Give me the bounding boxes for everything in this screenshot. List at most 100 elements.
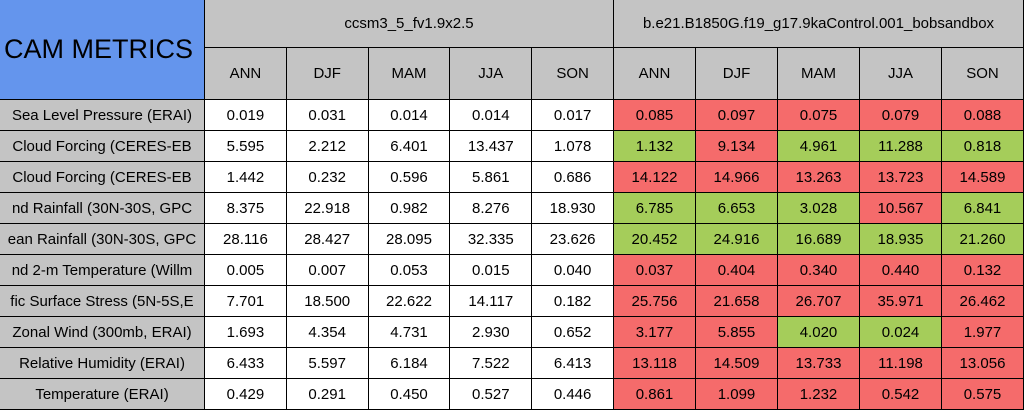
cell-text: 1.099 bbox=[717, 385, 756, 403]
metric-value: 5.595 bbox=[205, 131, 287, 162]
compare-value: 21.658 bbox=[696, 286, 778, 317]
compare-value: 5.855 bbox=[696, 317, 778, 348]
metric-value: 5.597 bbox=[286, 348, 369, 379]
row-label: nd 2-m Temperature (Willm bbox=[0, 255, 205, 286]
cell-text: 1.232 bbox=[799, 385, 838, 403]
metric-value: 18.500 bbox=[286, 286, 369, 317]
metric-value: 7.701 bbox=[205, 286, 287, 317]
compare-value: 18.935 bbox=[860, 224, 942, 255]
cell-text: 22.918 bbox=[304, 199, 351, 217]
cell-text: 9.134 bbox=[717, 137, 756, 155]
cell-text: 0.014 bbox=[472, 106, 510, 124]
metric-value: 7.522 bbox=[450, 348, 533, 379]
metric-value: 0.182 bbox=[532, 286, 614, 317]
cell-text: 0.440 bbox=[881, 261, 920, 279]
cell-text: 4.961 bbox=[799, 137, 838, 155]
compare-value: 4.020 bbox=[778, 317, 860, 348]
group-header: ccsm3_5_fv1.9x2.5 bbox=[205, 0, 614, 48]
cell-text: 0.575 bbox=[963, 385, 1002, 403]
cell-text: 10.567 bbox=[877, 199, 924, 217]
row-label: Sea Level Pressure (ERAI) bbox=[0, 100, 205, 131]
compare-value: 14.122 bbox=[614, 162, 696, 193]
cell-text: 0.053 bbox=[390, 261, 428, 279]
compare-value: 0.024 bbox=[860, 317, 942, 348]
metric-value: 6.433 bbox=[205, 348, 287, 379]
cell-text: b.e21.B1850G.f19_g17.9kaControl.001_bobs… bbox=[642, 15, 995, 32]
metric-value: 0.652 bbox=[532, 317, 614, 348]
compare-value: 14.966 bbox=[696, 162, 778, 193]
cell-text: 13.118 bbox=[632, 354, 677, 372]
metric-value: 1.693 bbox=[205, 317, 287, 348]
metric-value: 22.918 bbox=[286, 193, 369, 224]
compare-value: 0.542 bbox=[860, 379, 942, 410]
compare-value: 6.785 bbox=[614, 193, 696, 224]
metric-value: 0.017 bbox=[532, 100, 614, 131]
metric-value: 22.622 bbox=[368, 286, 451, 317]
metric-value: 0.053 bbox=[368, 255, 451, 286]
cell-text: 35.971 bbox=[877, 292, 924, 310]
cell-text: 5.597 bbox=[308, 354, 346, 372]
cell-text: Cloud Forcing (CERES-EB bbox=[12, 137, 192, 155]
cell-text: 0.527 bbox=[472, 385, 510, 403]
compare-value: 11.198 bbox=[860, 348, 942, 379]
row-label: Cloud Forcing (CERES-EB bbox=[0, 131, 205, 162]
cell-text: 6.413 bbox=[553, 354, 592, 372]
cell-text: CAM METRICS bbox=[4, 34, 193, 64]
cell-text: 0.088 bbox=[963, 106, 1002, 124]
cell-text: 25.756 bbox=[631, 292, 678, 310]
cell-text: 13.437 bbox=[467, 137, 514, 155]
metric-value: 0.015 bbox=[450, 255, 533, 286]
cell-text: 0.037 bbox=[635, 261, 674, 279]
cell-text: 0.024 bbox=[881, 323, 920, 341]
compare-value: 0.037 bbox=[614, 255, 696, 286]
cell-text: 0.542 bbox=[881, 385, 920, 403]
compare-value: 0.440 bbox=[860, 255, 942, 286]
row-label: Temperature (ERAI) bbox=[0, 379, 205, 410]
compare-value: 1.977 bbox=[942, 317, 1024, 348]
cell-text: 1.078 bbox=[553, 137, 592, 155]
compare-value: 25.756 bbox=[614, 286, 696, 317]
cell-text: 0.404 bbox=[717, 261, 756, 279]
compare-value: 1.132 bbox=[614, 131, 696, 162]
cell-text: MAM bbox=[801, 65, 836, 82]
cell-text: 13.263 bbox=[795, 168, 842, 186]
cell-text: 13.056 bbox=[959, 354, 1006, 372]
compare-value: 1.232 bbox=[778, 379, 860, 410]
compare-value: 0.079 bbox=[860, 100, 942, 131]
cell-text: 24.916 bbox=[713, 230, 760, 248]
compare-value: 14.589 bbox=[942, 162, 1024, 193]
cell-text: 0.291 bbox=[308, 385, 346, 403]
cell-text: 3.177 bbox=[635, 323, 674, 341]
row-label: fic Surface Stress (5N-5S,E bbox=[0, 286, 205, 317]
cell-text: 0.019 bbox=[226, 106, 265, 124]
metric-value: 0.005 bbox=[205, 255, 287, 286]
cell-text: Sea Level Pressure (ERAI) bbox=[11, 106, 193, 124]
cell-text: 4.354 bbox=[308, 323, 346, 341]
cell-text: 20.452 bbox=[631, 230, 678, 248]
row-label: nd Rainfall (30N-30S, GPC bbox=[0, 193, 205, 224]
metric-value: 0.527 bbox=[450, 379, 533, 410]
cell-text: 28.116 bbox=[223, 230, 268, 248]
metric-value: 0.596 bbox=[368, 162, 451, 193]
row-label: ean Rainfall (30N-30S, GPC bbox=[0, 224, 205, 255]
cell-text: Temperature (ERAI) bbox=[35, 385, 169, 403]
cell-text: 5.861 bbox=[472, 168, 510, 186]
cell-text: DJF bbox=[722, 65, 751, 82]
metric-value: 6.401 bbox=[368, 131, 451, 162]
cell-text: 0.014 bbox=[390, 106, 428, 124]
cell-text: DJF bbox=[313, 65, 341, 82]
cell-text: 0.596 bbox=[390, 168, 428, 186]
compare-value: 0.340 bbox=[778, 255, 860, 286]
compare-value: 21.260 bbox=[942, 224, 1024, 255]
row-label: Relative Humidity (ERAI) bbox=[0, 348, 205, 379]
cell-text: 0.861 bbox=[635, 385, 674, 403]
compare-value: 14.509 bbox=[696, 348, 778, 379]
metric-value: 0.429 bbox=[205, 379, 287, 410]
compare-value: 13.733 bbox=[778, 348, 860, 379]
metric-value: 8.375 bbox=[205, 193, 287, 224]
cell-text: 6.785 bbox=[635, 199, 674, 217]
compare-value: 0.132 bbox=[942, 255, 1024, 286]
metric-value: 4.354 bbox=[286, 317, 369, 348]
metric-value: 6.413 bbox=[532, 348, 614, 379]
